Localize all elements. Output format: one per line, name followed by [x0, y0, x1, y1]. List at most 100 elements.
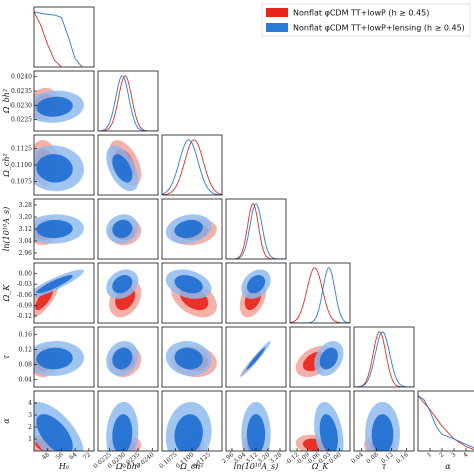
contour-1sigma-series-1: [246, 414, 266, 451]
panel-omega_b-alpha: [106, 401, 142, 451]
panel-omega_c-lnAs: [165, 214, 217, 246]
panel-H0-alpha: [34, 401, 84, 451]
panel-omega_b-omega_b: [98, 75, 158, 131]
panel-frame: [161, 134, 223, 196]
panel-frame: [289, 326, 351, 388]
legend-swatch-1: [266, 23, 288, 32]
ytick-lnAs-2: 3.12: [19, 226, 33, 233]
panel-frame: [97, 262, 159, 324]
panel-lnAs-omega_k: [239, 269, 271, 318]
xlabel-omega_k: Ω_K: [311, 462, 330, 471]
contour-1sigma-series-1: [36, 347, 73, 370]
panel-H0-tau: [34, 341, 84, 378]
contour-1sigma-series-1: [246, 275, 266, 294]
ytick-omega_k-3: -0.03: [17, 281, 33, 288]
ytick-omega_c-0: 0.1075: [11, 179, 32, 186]
contour-1sigma-series-1: [174, 219, 203, 239]
panel-omega_c-omega_c: [162, 139, 222, 195]
ytick-alpha-0: 1: [28, 436, 32, 443]
panel-frame: [97, 198, 159, 260]
marginal-alpha-series-1: [418, 395, 474, 449]
contour-1sigma-series-1: [36, 96, 73, 117]
contour-1sigma-series-1: [246, 347, 266, 370]
panel-omega_k-alpha: [295, 401, 344, 451]
ytick-omega_c-1: 0.1100: [11, 162, 32, 169]
ytick-omega_k-4: 0.00: [19, 271, 33, 278]
ylabel-alpha: α: [2, 418, 11, 424]
marginal-tau-series-0: [354, 331, 414, 387]
contour-1sigma-series-1: [174, 347, 203, 370]
xtick-alpha-0: 1: [426, 451, 433, 459]
panel-frame: [33, 70, 95, 132]
panel-H0-omega_b: [34, 87, 84, 123]
xtick-H0-1: 56: [54, 451, 64, 461]
panel-H0-omega_c: [34, 140, 84, 192]
legend: Nonflat φCDM TT+lowP (h ≥ 0.45) Nonflat φ…: [261, 3, 471, 37]
panel-lnAs-tau: [239, 341, 271, 378]
legend-swatch-0: [266, 8, 288, 17]
ytick-alpha-3: 4: [28, 400, 32, 407]
xtick-H0-0: 48: [41, 451, 51, 461]
ylabel-omega_b: Ω_bh²: [2, 89, 11, 114]
xlabel-tau: τ: [382, 462, 387, 471]
panel-H0-omega_k: [34, 269, 84, 318]
panel-omega_k-tau: [295, 341, 344, 378]
panel-frame: [225, 262, 287, 324]
xtick-alpha-2: 3: [450, 451, 458, 459]
xtick-omega_k-4: 0.00: [328, 451, 343, 465]
panel-omega_b-omega_c: [106, 140, 142, 192]
contour-1sigma-series-1: [36, 219, 73, 239]
panel-frame: [161, 198, 223, 260]
ytick-omega_b-0: 0.0225: [11, 117, 32, 124]
ytick-omega_k-2: -0.06: [17, 292, 33, 299]
panel-omega_c-alpha: [165, 401, 212, 451]
xtick-alpha-3: 4: [462, 451, 470, 459]
ytick-lnAs-4: 3.28: [19, 202, 33, 209]
xtick-H0-2: 64: [68, 451, 78, 461]
xlabel-omega_b: Ω_bh²: [115, 462, 140, 471]
panel-H0-H0: [34, 11, 83, 67]
contour-1sigma-series-1: [112, 414, 133, 451]
contour-1sigma-series-1: [36, 275, 73, 294]
panel-H0-lnAs: [34, 214, 84, 246]
panel-frame: [289, 390, 351, 452]
marginal-lnAs-series-0: [226, 203, 286, 259]
ytick-tau-1: 0.08: [19, 362, 33, 369]
panel-tau-tau: [354, 331, 414, 387]
marginal-omega_c-series-0: [162, 139, 222, 195]
panel-frame: [97, 326, 159, 388]
panel-frame: [33, 262, 95, 324]
contour-1sigma-series-1: [371, 414, 394, 451]
panel-omega_c-omega_k: [165, 269, 217, 318]
ytick-tau-3: 0.16: [19, 332, 33, 339]
ylabel-omega_c: Ω_ch²: [2, 153, 11, 177]
marginal-H0-series-1: [34, 11, 83, 67]
xlabel-omega_c: Ω_ch²: [179, 462, 203, 471]
panel-omega_k-omega_k: [290, 267, 350, 323]
panel-frame: [33, 6, 95, 68]
panel-omega_c-tau: [165, 341, 217, 378]
ytick-omega_k-0: -0.12: [17, 313, 33, 320]
ytick-tau-2: 0.12: [19, 347, 33, 354]
legend-label-1: Nonflat φCDM TT+lowP+lensing (h ≥ 0.45): [293, 24, 465, 33]
legend-label-0: Nonflat φCDM TT+lowP (h ≥ 0.45): [293, 9, 429, 18]
contour-1sigma-series-1: [174, 275, 203, 294]
panel-frame: [97, 390, 159, 452]
ylabel-tau: τ: [2, 354, 11, 359]
marginal-omega_b-series-0: [98, 75, 158, 131]
panel-frame: [353, 326, 415, 388]
panel-omega_b-lnAs: [106, 214, 142, 246]
panel-frame: [97, 70, 159, 132]
contour-1sigma-series-1: [112, 219, 133, 239]
xtick-H0-3: 72: [82, 451, 92, 461]
marginal-omega_b-series-1: [98, 75, 158, 131]
panel-frame: [289, 262, 351, 324]
marginal-tau-series-1: [354, 331, 414, 387]
panel-frame: [161, 326, 223, 388]
panel-frame: [97, 134, 159, 196]
xlabel-H0: H₀: [58, 462, 70, 471]
contour-1sigma-series-1: [36, 414, 73, 451]
ytick-omega_c-2: 0.1125: [11, 145, 32, 152]
contour-1sigma-series-1: [174, 414, 203, 451]
ytick-tau-0: 0.04: [19, 377, 33, 384]
